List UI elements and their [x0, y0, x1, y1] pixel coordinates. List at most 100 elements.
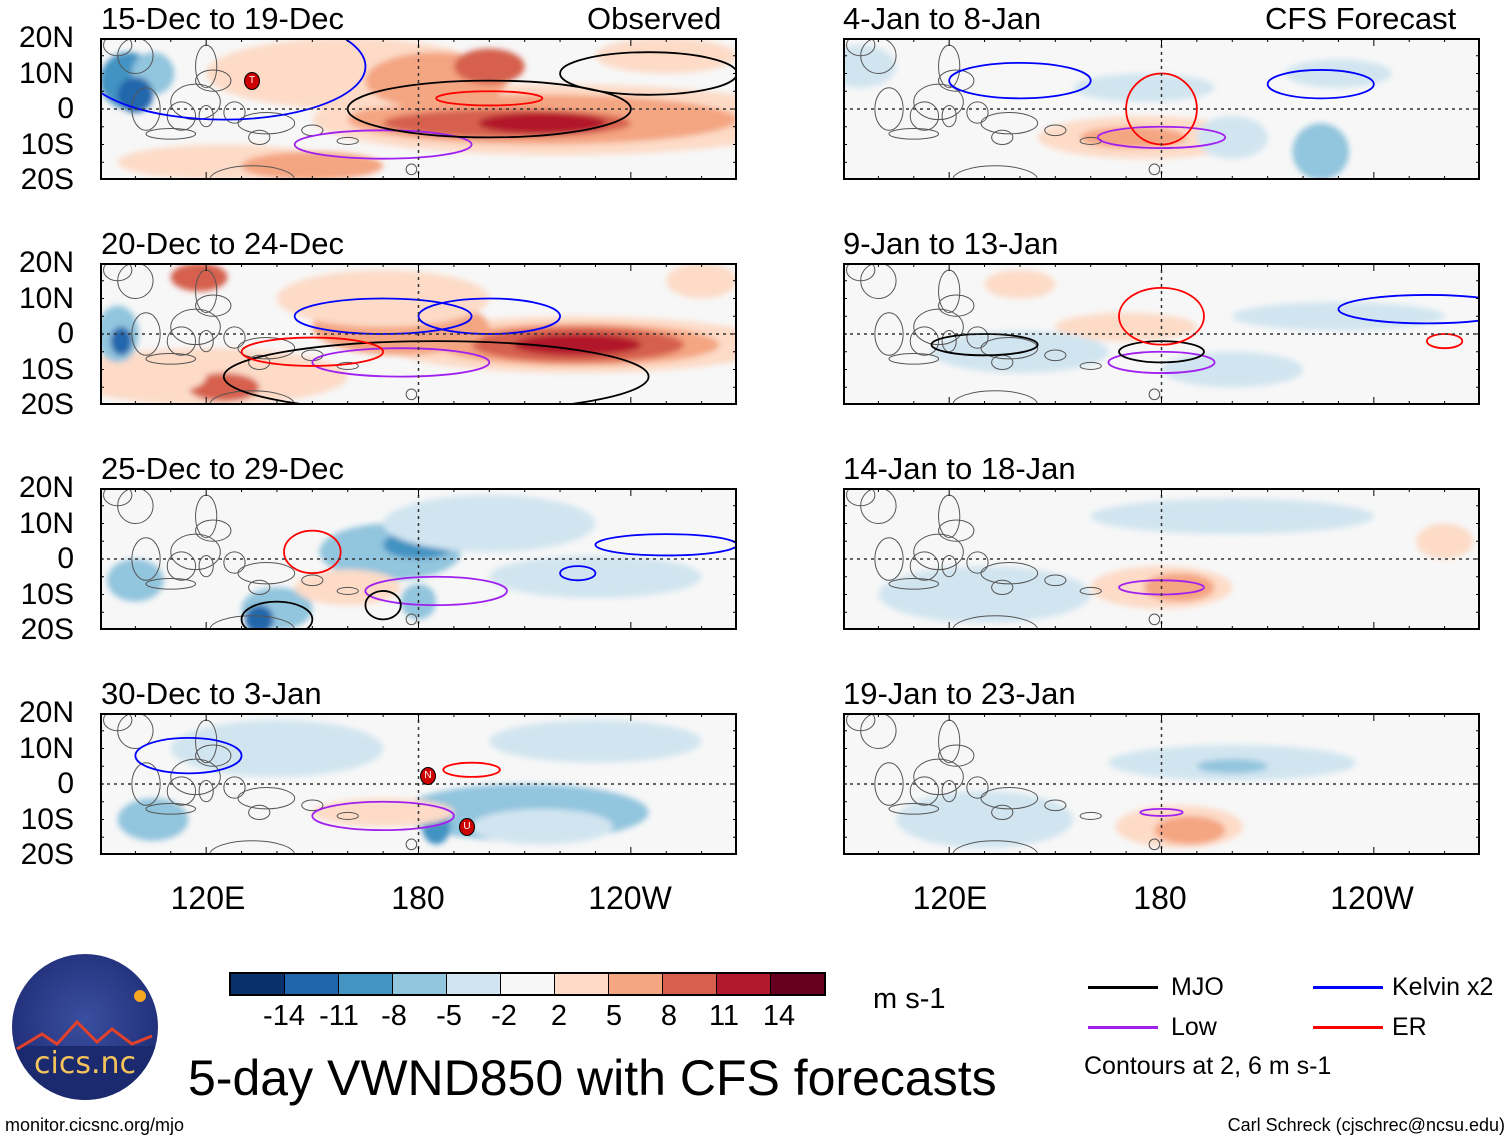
- footer-url[interactable]: monitor.cicsnc.org/mjo: [5, 1115, 185, 1135]
- panel-title: 30-Dec to 3-Jan: [101, 676, 322, 711]
- panel-frame: [100, 263, 737, 405]
- lat-label: 0: [57, 317, 74, 350]
- wind-anomaly-shading: [1161, 351, 1304, 388]
- coastline: [131, 537, 161, 581]
- wind-anomaly-shading: [984, 270, 1056, 299]
- colorbar-swatch: [393, 974, 447, 994]
- panel-frame: [843, 38, 1480, 180]
- colorbar-swatch: [501, 974, 555, 994]
- panel-title: 15-Dec to 19-Dec: [101, 1, 344, 36]
- coastline: [941, 554, 957, 578]
- lon-label: 180: [391, 880, 445, 916]
- panel-frame: [843, 263, 1480, 405]
- panel-frame: [100, 38, 737, 180]
- panel-frame: [100, 713, 737, 855]
- coastline: [938, 69, 975, 92]
- coastline: [980, 112, 1039, 135]
- wave-contour: [222, 340, 650, 405]
- coastline: [966, 101, 989, 124]
- figure-title: 5-day VWND850 with CFS forecasts: [188, 1050, 997, 1106]
- lon-label: 120E: [912, 880, 988, 916]
- coastline: [1079, 586, 1102, 595]
- colorbar-swatch: [609, 974, 663, 994]
- coastline: [938, 519, 975, 542]
- coastline: [980, 562, 1039, 585]
- colorbar-swatch: [771, 974, 824, 994]
- coastline: [952, 390, 1039, 405]
- coastline: [131, 312, 161, 356]
- wave-contour: [594, 533, 737, 557]
- coastline: [941, 104, 957, 128]
- wave-contour: [559, 565, 597, 582]
- coastline: [103, 38, 133, 57]
- coastline: [991, 804, 1014, 821]
- coastline: [198, 779, 214, 803]
- panel-frame: [843, 488, 1480, 630]
- coastline: [103, 713, 133, 732]
- coastline: [166, 326, 197, 356]
- coastline: [166, 776, 197, 806]
- contour-note: Contours at 2, 6 m s-1: [1084, 1052, 1332, 1080]
- coastline: [145, 803, 197, 815]
- coastline: [980, 787, 1039, 810]
- coastline: [405, 163, 418, 176]
- coastline: [1044, 574, 1067, 587]
- storm-marker: T: [244, 72, 260, 90]
- coastline: [223, 551, 246, 574]
- coastline: [966, 551, 989, 574]
- coastline: [237, 787, 296, 810]
- map-canvas: [100, 263, 737, 405]
- coastline: [336, 811, 359, 820]
- map-panel-forecast-1: [843, 38, 1480, 180]
- lat-label: 10S: [20, 127, 74, 161]
- map-panel-observed-3: [100, 488, 737, 630]
- coastline: [195, 744, 232, 767]
- wind-anomaly-shading: [107, 559, 164, 602]
- wave-contour: [435, 90, 544, 107]
- lon-label: 120W: [588, 880, 672, 916]
- coastline: [1148, 388, 1161, 401]
- lat-label: 10S: [20, 802, 74, 836]
- coastline: [846, 263, 876, 282]
- wave-contour: [364, 575, 508, 607]
- wave-contour: [1107, 350, 1216, 374]
- colorbar-tick-label: 2: [550, 1000, 568, 1032]
- wind-anomaly-shading: [1416, 523, 1473, 559]
- coastline: [952, 840, 1039, 855]
- wave-contour: [134, 736, 243, 775]
- coastline: [237, 562, 296, 585]
- wind-anomaly-shading: [1073, 73, 1215, 102]
- wind-anomaly-shading: [896, 791, 1074, 848]
- wind-anomaly-shading: [1154, 815, 1226, 845]
- coastline: [209, 615, 296, 630]
- wave-contour: [293, 297, 473, 335]
- colorbar-tick-label: -8: [381, 1000, 407, 1032]
- coastline: [938, 294, 975, 317]
- coastline: [301, 799, 324, 812]
- colorbar-tick-label: -14: [263, 1000, 305, 1032]
- legend-line-kelvin: [1313, 986, 1383, 989]
- wave-contour: [1118, 286, 1205, 346]
- lat-label: 20S: [20, 163, 74, 196]
- wave-contour: [1426, 333, 1464, 350]
- wave-contour: [311, 347, 491, 378]
- coastline: [145, 578, 197, 590]
- legend-label: Kelvin x2: [1392, 973, 1494, 1001]
- coastline: [1044, 124, 1067, 137]
- coastline: [131, 762, 161, 806]
- wind-anomaly-shading: [100, 358, 207, 395]
- panel-frame: [100, 488, 737, 630]
- map-canvas: [843, 713, 1480, 855]
- coastline: [131, 87, 161, 131]
- coastline: [1148, 838, 1161, 851]
- colorbar-swatch: [555, 974, 609, 994]
- wind-anomaly-shading: [241, 151, 384, 180]
- colorbar-tick-label: -11: [319, 1000, 359, 1032]
- map-panel-observed-4: [100, 713, 737, 855]
- colorbar-swatch: [339, 974, 393, 994]
- wind-anomaly-shading: [514, 334, 642, 356]
- legend-label: ER: [1392, 1013, 1427, 1041]
- coastline: [888, 578, 940, 590]
- panel-title: 19-Jan to 23-Jan: [843, 676, 1076, 711]
- coastline: [980, 337, 1039, 360]
